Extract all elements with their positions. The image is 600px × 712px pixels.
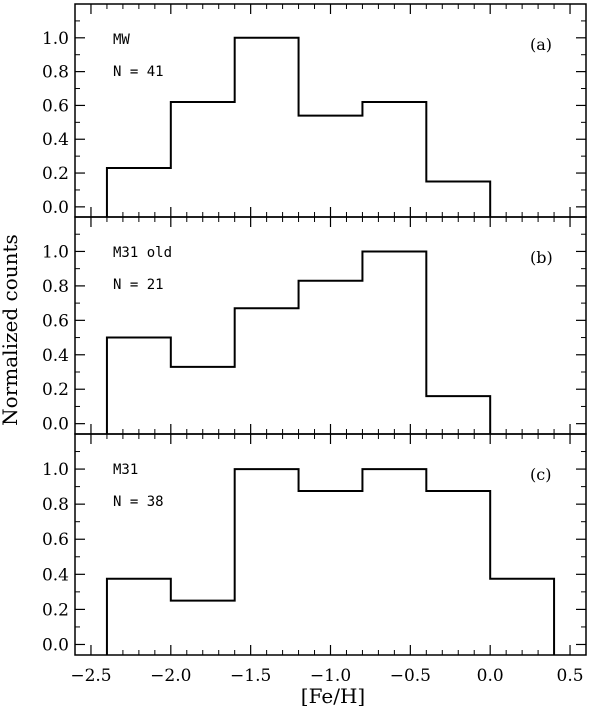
y-tick-label: 0.6 <box>42 530 69 550</box>
y-tick-label: 0.2 <box>42 600 69 620</box>
y-tick-label: 1.0 <box>42 29 69 49</box>
x-tick-label: −1.0 <box>310 666 351 686</box>
histogram-bar <box>235 469 299 655</box>
panel-count-label: N = 41 <box>113 64 164 80</box>
panel-tag: (b) <box>530 248 553 267</box>
histogram-bar <box>299 281 363 434</box>
y-tick-label: 0.6 <box>42 311 69 331</box>
y-tick-label: 0.2 <box>42 380 69 400</box>
panel-tag: (c) <box>530 465 551 484</box>
y-tick-label: 1.0 <box>42 460 69 480</box>
y-tick-label: 0.8 <box>42 63 69 83</box>
panel-frame <box>74 3 587 218</box>
histogram-outline <box>105 36 492 217</box>
histogram-bar <box>426 182 490 218</box>
x-axis-label: [Fe/H] <box>301 684 365 708</box>
panel-name: M31 old <box>113 245 172 261</box>
panel-name: MW <box>113 32 130 48</box>
panel-count-label: N = 21 <box>113 277 164 293</box>
panel-b: 0.0 0.2 0.4 0.6 0.8 1.0 M31 old N = 21 (b) <box>42 216 587 435</box>
panel-name: M31 <box>113 462 138 478</box>
x-tick-label: −1.5 <box>230 666 271 686</box>
histogram-outline <box>105 468 556 655</box>
y-tick-label: 0.4 <box>42 346 69 366</box>
histogram-bar <box>490 579 554 655</box>
y-tick-label: 0.6 <box>42 96 69 116</box>
histogram-bar <box>107 338 171 434</box>
histogram-bar <box>362 251 426 434</box>
y-tick-label: 0.0 <box>42 635 69 655</box>
histogram-bar <box>299 116 363 217</box>
histogram-bar <box>107 168 171 217</box>
x-tick-label: −2.5 <box>70 666 111 686</box>
panel-frame <box>74 433 587 656</box>
x-tick-label: −0.5 <box>390 666 431 686</box>
y-tick-label: 0.4 <box>42 130 69 150</box>
panel-count-label: N = 38 <box>113 494 164 510</box>
y-tick-label: 0.0 <box>42 198 69 218</box>
panels: 0.00.20.40.60.81.0 MWN = 41(a)0.00.20.40.… <box>42 3 587 686</box>
histogram-bar <box>362 102 426 217</box>
histogram-bar <box>426 491 490 655</box>
x-tick-label: −2.0 <box>150 666 191 686</box>
y-tick-label: 0.4 <box>42 565 69 585</box>
panel-c: 0.0 0.2 0.4 0.6 0.8 1.0 M31 N = 38 (c) −2.5 −2.0 −1… <box>42 433 587 686</box>
y-tick-label: 0.2 <box>42 164 69 184</box>
histogram-bar <box>171 601 235 655</box>
histogram-bar <box>299 491 363 655</box>
y-axis-label: Normalized counts <box>0 234 22 426</box>
panel-a: 0.0 0.2 0.4 0.6 0.8 1.0 MW N = 41 (a) <box>42 3 587 218</box>
y-tick-label: 0.8 <box>42 495 69 515</box>
histogram-bar <box>171 367 235 434</box>
histogram-bar <box>362 469 426 655</box>
y-tick-label: 0.0 <box>42 415 69 435</box>
histogram-bar <box>426 396 490 434</box>
histogram-bar <box>235 38 299 217</box>
histogram-outline <box>105 250 492 434</box>
histogram-bar <box>171 102 235 217</box>
histogram-bar <box>107 579 171 655</box>
y-tick-label: 1.0 <box>42 242 69 262</box>
x-tick-label: 0.0 <box>477 666 504 686</box>
x-tick-label: 0.5 <box>557 666 584 686</box>
y-tick-label: 0.8 <box>42 277 69 297</box>
panel-tag: (a) <box>530 35 552 54</box>
histogram-bar <box>235 308 299 434</box>
